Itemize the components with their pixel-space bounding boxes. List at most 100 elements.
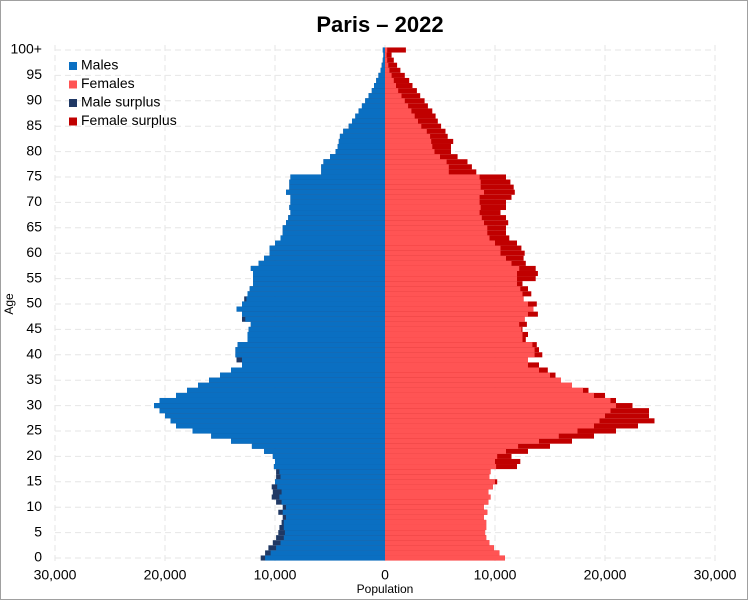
y-tick-label: 50 [26,295,42,311]
y-tick-label: 95 [26,66,42,82]
y-tick-label: 0 [34,549,42,565]
male-common-bar [249,286,385,292]
female-common-bar [385,464,497,470]
y-tick-label: 70 [26,193,42,209]
male-common-bar [159,408,385,414]
female-common-bar [385,123,422,129]
male-common-bar [250,321,385,327]
female-common-bar [385,352,535,358]
x-tick-label: 30,000 [694,567,737,583]
male-common-bar [258,260,385,266]
female-common-bar [385,143,433,150]
male-common-bar [187,387,385,393]
male-common-bar [382,57,385,63]
female-common-bar [385,382,572,388]
female-common-bar [385,321,520,327]
legend-label: Females [81,75,135,91]
y-tick-label: 5 [34,523,42,539]
y-tick-label: 10 [26,498,42,514]
y-tick-label: 60 [26,244,42,260]
chart-title: Paris – 2022 [316,12,443,37]
male-common-bar [383,52,385,58]
female-bar [385,62,398,68]
female-common-bar [385,443,519,449]
female-common-bar [385,204,481,211]
male-common-bar [279,469,385,475]
female-common-bar [385,438,539,444]
male-common-bar [247,331,385,338]
female-common-bar [385,88,399,94]
female-common-bar [385,57,388,63]
x-tick-label: 10,000 [474,567,517,583]
male-common-bar [242,357,385,363]
male-common-bar [281,489,385,495]
female-common-bar [385,128,427,134]
legend-swatch [69,80,77,89]
female-common-bar [385,311,528,317]
male-common-bar [289,184,385,190]
female-bar [385,88,417,94]
female-bar [385,67,401,73]
male-common-bar [338,138,385,144]
male-common-bar [211,433,385,439]
female-common-bar [385,453,498,459]
male-common-bar [253,281,385,287]
male-common-bar [352,118,385,124]
male-common-bar [170,418,385,424]
male-common-bar [165,413,385,419]
female-common-bar [385,154,440,160]
male-common-bar [277,484,385,490]
male-common-bar [269,245,385,251]
female-common-bar [385,77,394,84]
y-axis-label: Age [2,293,16,315]
male-common-bar [335,149,385,155]
female-common-bar [385,138,432,144]
y-tick-label: 55 [26,269,42,285]
male-common-bar [380,67,385,73]
male-common-bar [348,123,385,129]
female-common-bar [385,357,528,363]
legend-swatch [69,62,77,70]
male-common-bar [253,276,385,282]
male-common-bar [282,509,385,515]
female-common-bar [385,499,489,505]
male-common-bar [283,524,385,531]
female-common-bar [385,377,561,383]
female-common-bar [385,408,611,414]
female-common-bar [385,98,405,104]
female-common-bar [385,276,517,282]
male-common-bar [275,479,385,485]
female-common-bar [385,331,523,338]
male-common-bar [235,352,385,358]
female-common-bar [385,250,501,256]
male-common-bar [283,519,385,525]
male-common-bar [279,494,385,500]
male-common-bar [280,235,385,241]
female-common-bar [385,301,528,307]
male-common-bar [361,103,385,109]
female-common-bar [385,230,488,236]
female-common-bar [385,540,490,546]
female-common-bar [385,270,517,277]
female-common-bar [385,428,578,434]
male-common-bar [290,210,385,216]
male-common-bar [272,453,385,459]
y-tick-label: 35 [26,371,42,387]
male-common-bar [281,499,385,505]
male-common-bar [382,47,385,53]
female-common-bar [385,555,505,561]
female-bar [385,47,406,53]
female-common-bar [385,403,616,409]
y-tick-label: 75 [26,168,42,184]
female-common-bar [385,550,500,556]
female-bar [385,93,421,99]
male-common-bar [231,438,385,444]
male-common-bar [365,98,385,104]
female-common-bar [385,448,506,454]
x-tick-label: 30,000 [34,567,77,583]
male-common-bar [381,62,385,68]
female-common-bar [385,418,600,424]
y-tick-label: 90 [26,92,42,108]
female-common-bar [385,62,389,68]
female-common-bar [385,504,484,510]
